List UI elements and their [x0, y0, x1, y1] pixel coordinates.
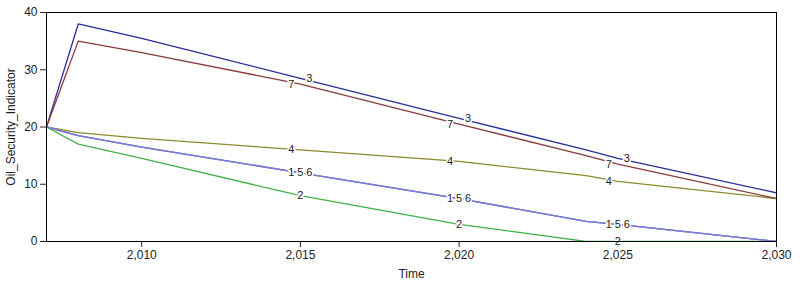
svg-text:5: 5 [456, 192, 462, 204]
svg-text:3: 3 [624, 152, 630, 164]
svg-text:4: 4 [288, 143, 294, 155]
svg-text:7: 7 [447, 118, 453, 130]
svg-text:2,015: 2,015 [285, 248, 315, 262]
svg-text:7: 7 [288, 78, 294, 90]
svg-text:1: 1 [606, 218, 612, 230]
svg-text:2,010: 2,010 [127, 248, 157, 262]
svg-text:4: 4 [447, 155, 453, 167]
svg-text:0: 0 [31, 234, 38, 248]
svg-text:7: 7 [606, 158, 612, 170]
svg-text:4: 4 [606, 175, 612, 187]
svg-text:2,030: 2,030 [761, 248, 791, 262]
svg-text:Oil_Security_Indicator: Oil_Security_Indicator [4, 68, 18, 185]
svg-text:10: 10 [24, 177, 38, 191]
svg-text:1: 1 [288, 166, 294, 178]
svg-text:6: 6 [306, 166, 312, 178]
svg-text:2,020: 2,020 [444, 248, 474, 262]
svg-text:3: 3 [465, 112, 471, 124]
svg-text:2: 2 [614, 235, 621, 247]
svg-text:2: 2 [297, 189, 303, 201]
svg-text:6: 6 [624, 218, 630, 230]
svg-text:2,025: 2,025 [603, 248, 633, 262]
svg-text:6: 6 [465, 192, 471, 204]
svg-text:20: 20 [24, 120, 38, 134]
svg-text:2: 2 [456, 218, 462, 230]
svg-text:Time: Time [398, 267, 425, 281]
svg-text:40: 40 [24, 5, 38, 19]
svg-text:5: 5 [615, 218, 621, 230]
svg-text:3: 3 [306, 72, 312, 84]
svg-text:1: 1 [447, 192, 453, 204]
svg-text:5: 5 [297, 166, 303, 178]
svg-text:30: 30 [24, 63, 38, 77]
